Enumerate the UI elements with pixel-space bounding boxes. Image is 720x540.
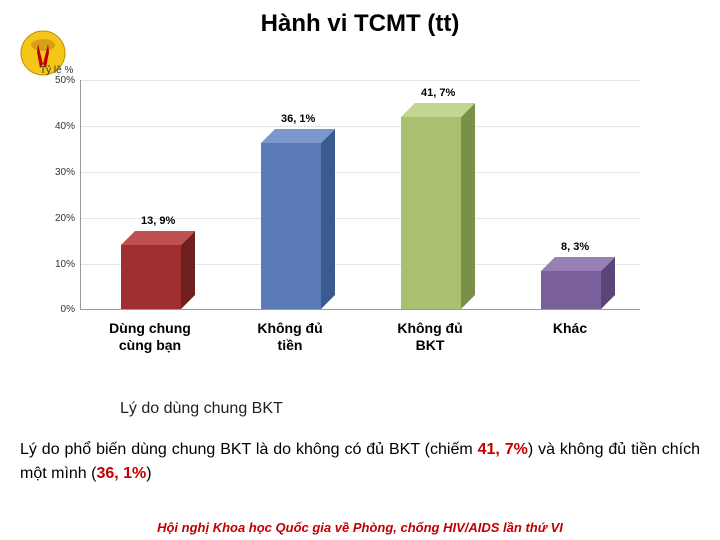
chart-subtitle: Lý do dùng chung BKT: [120, 400, 283, 418]
bar-value-label: 13, 9%: [141, 215, 175, 227]
y-tick-label: 50%: [43, 75, 75, 86]
body-text: Lý do phổ biến dùng chung BKT là do khôn…: [20, 438, 700, 486]
chart-plot: 0%10%20%30%40%50%13, 9%36, 1%41, 7%8, 3%: [80, 80, 640, 310]
body-hl1: 41, 7%: [478, 441, 528, 458]
bar-value-label: 41, 7%: [421, 87, 455, 99]
page-title: Hành vi TCMT (tt): [0, 10, 720, 38]
body-post: ): [146, 465, 151, 482]
body-hl2: 36, 1%: [96, 465, 146, 482]
footer-text: Hội nghị Khoa học Quốc gia về Phòng, chố…: [0, 520, 720, 535]
x-axis-label: Dùng chungcùng bạn: [80, 320, 220, 354]
bar-value-label: 8, 3%: [561, 241, 589, 253]
y-tick-label: 30%: [43, 167, 75, 178]
x-axis-label: Không đủtiền: [220, 320, 360, 354]
bar: 36, 1%: [261, 129, 335, 309]
y-tick-label: 40%: [43, 121, 75, 132]
x-axis-label: Không đủBKT: [360, 320, 500, 354]
chart-area: Tỷ lệ % 0%10%20%30%40%50%13, 9%36, 1%41,…: [80, 60, 660, 320]
bar: 8, 3%: [541, 257, 615, 309]
y-tick-label: 0%: [43, 304, 75, 315]
body-pre: Lý do phổ biến dùng chung BKT là do khôn…: [20, 441, 478, 458]
bar: 13, 9%: [121, 231, 195, 309]
y-tick-label: 10%: [43, 259, 75, 270]
bar-value-label: 36, 1%: [281, 113, 315, 125]
bar: 41, 7%: [401, 103, 475, 309]
x-axis-label: Khác: [500, 320, 640, 337]
x-axis-labels: Dùng chungcùng bạnKhông đủtiềnKhông đủBK…: [80, 320, 640, 360]
y-tick-label: 20%: [43, 213, 75, 224]
